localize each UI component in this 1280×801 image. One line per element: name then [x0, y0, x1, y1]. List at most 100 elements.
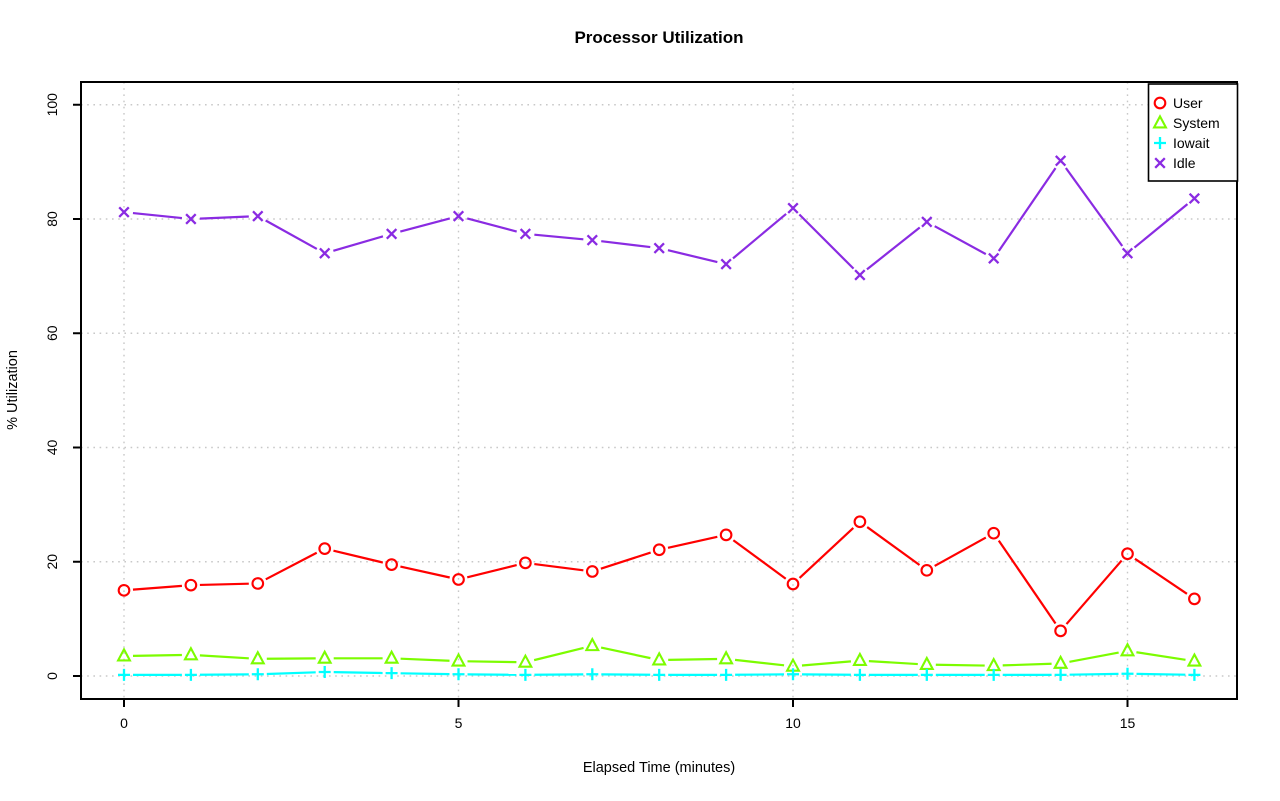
triangle-marker	[1152, 114, 1168, 129]
circle-marker	[652, 543, 666, 557]
triangle-marker	[986, 656, 1002, 672]
y-tick-label: 40	[44, 440, 60, 456]
series-segment	[1136, 651, 1186, 661]
series-segment	[400, 657, 450, 662]
series-segment	[600, 551, 651, 570]
legend-label: Idle	[1173, 155, 1196, 171]
circle-marker	[385, 558, 398, 571]
circle-marker	[1188, 592, 1201, 606]
x-marker	[787, 202, 799, 214]
circle-marker	[184, 578, 198, 592]
triangle-marker	[250, 650, 266, 665]
x-tick-label: 5	[455, 715, 463, 731]
y-tick-label: 0	[44, 672, 60, 680]
x-marker	[921, 216, 933, 228]
plus-marker	[251, 668, 264, 681]
circle-marker	[719, 528, 733, 542]
series-segment	[1134, 557, 1188, 595]
x-marker	[452, 210, 465, 222]
x-marker	[118, 206, 130, 218]
circle-marker	[786, 577, 800, 591]
series-segment	[1069, 672, 1119, 676]
series-segment	[734, 658, 785, 667]
triangle-marker	[116, 647, 132, 662]
series-segment	[265, 219, 318, 250]
series-iowait	[118, 666, 1201, 681]
series-segment	[798, 213, 855, 270]
circle-marker	[452, 573, 465, 586]
series-segment	[1069, 651, 1119, 663]
series-segment	[534, 233, 584, 241]
triangle-marker	[651, 651, 667, 666]
circle-marker	[251, 577, 265, 590]
x-marker	[319, 247, 331, 259]
plus-marker	[987, 668, 1000, 681]
series-segment	[667, 535, 718, 549]
x-marker	[1121, 247, 1134, 259]
triangle-marker	[183, 646, 199, 661]
series-segment	[600, 646, 651, 660]
x-marker	[519, 228, 532, 240]
series-segment	[1002, 662, 1052, 667]
plus-marker	[853, 668, 866, 681]
plus-marker	[184, 668, 197, 681]
series-segment	[265, 551, 318, 581]
x-marker	[1054, 155, 1067, 167]
series-segment	[934, 225, 987, 256]
series-segment	[798, 527, 855, 579]
legend: User System Iowait Idle	[1147, 83, 1239, 182]
triangle-marker	[383, 649, 400, 664]
x-marker	[185, 213, 197, 225]
x-marker	[586, 234, 598, 246]
series-segment	[199, 582, 249, 587]
series-segment	[467, 660, 517, 664]
series-segment	[199, 215, 249, 220]
triangle-marker	[1186, 652, 1203, 667]
series-segment	[333, 671, 383, 675]
plus-marker	[118, 668, 130, 681]
x-marker	[653, 242, 665, 254]
plus-marker	[653, 668, 666, 681]
series-segment	[333, 549, 384, 564]
y-tick-label: 60	[44, 325, 60, 341]
series-segment	[732, 539, 787, 580]
series-segment	[199, 654, 249, 660]
triangle-marker	[317, 649, 333, 664]
series-idle	[118, 155, 1201, 281]
legend-label: Iowait	[1173, 135, 1210, 151]
x-marker	[1188, 192, 1201, 205]
series-segment	[534, 562, 584, 572]
series-segment	[667, 249, 718, 264]
series-segment	[1065, 559, 1123, 625]
plus-marker	[920, 668, 933, 681]
series-segment	[1136, 672, 1186, 676]
circle-marker	[117, 583, 131, 597]
x-marker	[385, 228, 398, 240]
circle-marker	[920, 563, 934, 577]
circle-marker	[987, 526, 1001, 540]
x-tick-label: 0	[120, 715, 128, 731]
triangle-marker	[584, 636, 600, 652]
plus-marker	[1121, 667, 1134, 680]
x-tick-label: 10	[785, 715, 801, 731]
chart-title: Processor Utilization	[574, 28, 743, 47]
series-segment	[333, 235, 384, 252]
series-segment	[466, 563, 517, 579]
plus-marker	[318, 666, 331, 679]
circle-marker	[853, 515, 867, 529]
series-segment	[868, 660, 918, 666]
series-segment	[934, 536, 987, 567]
series-segment	[935, 663, 985, 667]
plus-marker	[1188, 668, 1201, 681]
y-tick-label: 80	[44, 211, 60, 227]
plus-marker	[586, 668, 599, 681]
triangle-marker	[919, 655, 935, 671]
x-tick-label: 15	[1120, 715, 1136, 731]
x-marker	[252, 210, 264, 222]
series-user	[117, 515, 1201, 638]
series-segment	[400, 565, 450, 579]
circle-marker	[519, 556, 532, 570]
series-system	[116, 636, 1203, 672]
